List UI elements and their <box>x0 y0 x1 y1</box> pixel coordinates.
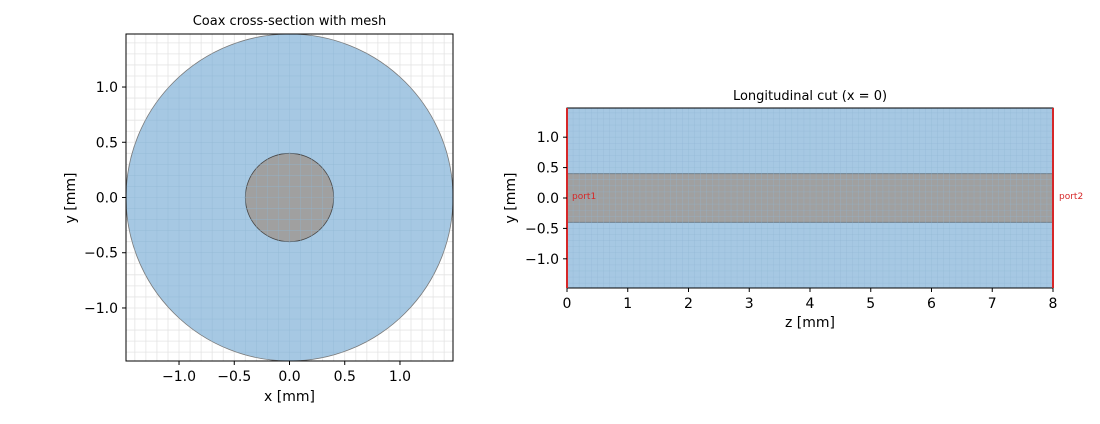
longitudinal-x-axis-label: z [mm] <box>785 315 835 331</box>
y-tick-label: 0.5 <box>537 161 559 177</box>
x-tick-label: 8 <box>1049 296 1058 312</box>
y-tick-label: 0.5 <box>96 135 118 151</box>
y-tick-label: −0.5 <box>84 246 118 262</box>
x-tick-label: −1.0 <box>162 369 196 385</box>
y-tick-label: −0.5 <box>525 221 559 237</box>
x-tick-label: 5 <box>866 296 875 312</box>
x-tick-label: 0.5 <box>334 369 356 385</box>
x-tick-label: 4 <box>806 296 815 312</box>
x-tick-label: 1.0 <box>389 369 411 385</box>
x-tick-label: 6 <box>927 296 936 312</box>
y-tick-label: 0.0 <box>537 191 559 207</box>
cross-section-axes: −1.0 −0.5 0.0 0.5 1.0 1.0 0.5 0.0 −0.5 −1.0 Coax… <box>63 14 454 405</box>
y-tick-label: −1.0 <box>525 252 559 268</box>
longitudinal-axes: port1 port2 0 1 2 3 4 5 6 7 8 1.0 0.5 0.0 −0.5 −1.0 L… <box>503 89 1083 331</box>
x-tick-label: 7 <box>988 296 997 312</box>
x-tick-label: 1 <box>623 296 632 312</box>
longitudinal-y-axis-label: y [mm] <box>503 173 519 224</box>
x-tick-label: 0.0 <box>278 369 300 385</box>
longitudinal-y-ticks: 1.0 0.5 0.0 −0.5 −1.0 <box>525 130 567 268</box>
cross-section-title: Coax cross-section with mesh <box>193 14 387 29</box>
x-tick-label: 0 <box>563 296 572 312</box>
port-label: port2 <box>1059 192 1083 202</box>
cross-section-y-ticks: 1.0 0.5 0.0 −0.5 −1.0 <box>84 80 126 317</box>
y-tick-label: −1.0 <box>84 301 118 317</box>
x-tick-label: 2 <box>684 296 693 312</box>
x-tick-label: 3 <box>745 296 754 312</box>
longitudinal-mesh-overlay <box>566 108 1054 288</box>
longitudinal-title: Longitudinal cut (x = 0) <box>733 89 887 104</box>
longitudinal-x-ticks: 0 1 2 3 4 5 6 7 8 <box>563 288 1058 312</box>
port-label: port1 <box>572 192 596 202</box>
cross-section-y-axis-label: y [mm] <box>63 173 79 224</box>
cross-section-x-axis-label: x [mm] <box>264 389 315 405</box>
y-tick-label: 0.0 <box>96 191 118 207</box>
x-tick-label: −0.5 <box>217 369 251 385</box>
y-tick-label: 1.0 <box>96 80 118 96</box>
y-tick-label: 1.0 <box>537 130 559 146</box>
cross-section-x-ticks: −1.0 −0.5 0.0 0.5 1.0 <box>162 361 411 385</box>
